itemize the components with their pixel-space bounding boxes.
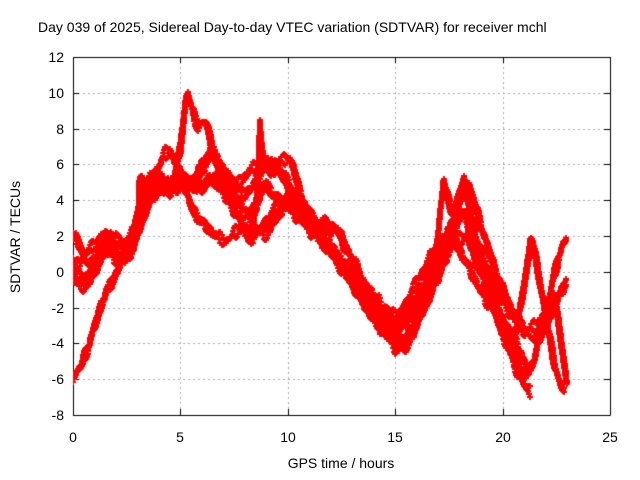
y-tick-label: 0 xyxy=(56,264,64,280)
y-tick-label: 8 xyxy=(56,121,64,137)
chart-title: Day 039 of 2025, Sidereal Day-to-day VTE… xyxy=(38,19,547,35)
y-tick-label: 4 xyxy=(56,192,64,208)
x-tick-label: 15 xyxy=(387,429,403,445)
x-axis-label: GPS time / hours xyxy=(287,455,395,471)
x-tick-label: 20 xyxy=(495,429,511,445)
y-tick-label: 2 xyxy=(56,228,64,244)
y-tick-label: 6 xyxy=(56,156,64,172)
y-tick-label: 10 xyxy=(48,85,64,101)
y-tick-label: 12 xyxy=(48,49,64,65)
y-tick-label: -2 xyxy=(51,300,64,316)
y-tick-label: -4 xyxy=(51,335,64,351)
x-tick-label: 25 xyxy=(602,429,618,445)
x-tick-label: 5 xyxy=(176,429,184,445)
x-tick-label: 0 xyxy=(69,429,77,445)
y-tick-label: -6 xyxy=(51,371,64,387)
y-tick-label: -8 xyxy=(51,407,64,423)
x-tick-label: 10 xyxy=(280,429,296,445)
